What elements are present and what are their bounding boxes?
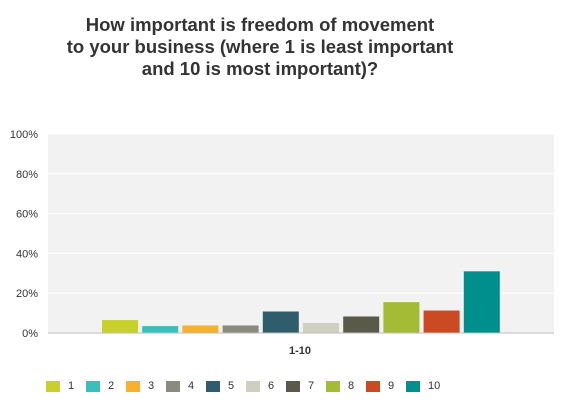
y-tick-label: 20% bbox=[16, 288, 38, 300]
bar-10 bbox=[463, 271, 500, 333]
legend-item-7: 7 bbox=[286, 380, 326, 392]
legend-item-3: 3 bbox=[126, 380, 166, 392]
legend-label: 9 bbox=[388, 380, 395, 392]
legend-item-1: 1 bbox=[46, 380, 86, 392]
y-tick-label: 0% bbox=[22, 328, 38, 340]
chart-title: How important is freedom of movement to … bbox=[66, 14, 454, 79]
legend-swatch bbox=[406, 380, 420, 392]
legend-swatch bbox=[286, 380, 300, 392]
bar-3 bbox=[182, 325, 219, 333]
bar-1 bbox=[102, 320, 138, 333]
legend-swatch bbox=[86, 380, 100, 392]
bar-5 bbox=[262, 311, 299, 333]
legend-item-4: 4 bbox=[166, 380, 206, 392]
bar-6 bbox=[303, 323, 339, 333]
legend-label: 1 bbox=[68, 380, 75, 392]
legend-item-8: 8 bbox=[326, 380, 366, 392]
legend-swatch bbox=[366, 380, 380, 392]
legend-label: 3 bbox=[148, 380, 155, 392]
y-tick-label: 60% bbox=[16, 209, 38, 221]
legend-label: 10 bbox=[428, 380, 441, 392]
legend-label: 8 bbox=[348, 380, 355, 392]
legend-swatch bbox=[126, 380, 140, 392]
bar-8 bbox=[383, 302, 420, 333]
legend-item-2: 2 bbox=[86, 380, 126, 392]
bar-7 bbox=[343, 316, 380, 333]
legend-item-10: 10 bbox=[406, 380, 446, 392]
y-tick-label: 80% bbox=[16, 169, 38, 181]
legend-swatch bbox=[166, 380, 180, 392]
legend-label: 5 bbox=[228, 380, 235, 392]
legend-item-5: 5 bbox=[206, 380, 246, 392]
y-tick-label: 100% bbox=[10, 129, 38, 141]
legend-label: 7 bbox=[308, 380, 315, 392]
bars-group bbox=[102, 271, 500, 333]
legend-label: 4 bbox=[188, 380, 195, 392]
legend-swatch bbox=[246, 380, 260, 392]
bar-9 bbox=[423, 310, 460, 333]
legend: 1 2 3 4 5 6 7 8 9 10 bbox=[46, 378, 446, 394]
y-axis: 0% 20% 40% 60% 80% 100% bbox=[10, 129, 38, 340]
legend-item-9: 9 bbox=[366, 380, 406, 392]
legend-label: 2 bbox=[108, 380, 115, 392]
legend-swatch bbox=[326, 380, 340, 392]
legend-label: 6 bbox=[268, 380, 275, 392]
gridlines bbox=[48, 133, 554, 294]
bar-2 bbox=[142, 326, 179, 333]
legend-swatch bbox=[46, 380, 60, 392]
legend-swatch bbox=[206, 380, 220, 392]
bar-4 bbox=[222, 325, 259, 333]
x-tick-label: 1-10 bbox=[289, 345, 311, 357]
legend-item-6: 6 bbox=[246, 380, 286, 392]
y-tick-label: 40% bbox=[16, 248, 38, 260]
